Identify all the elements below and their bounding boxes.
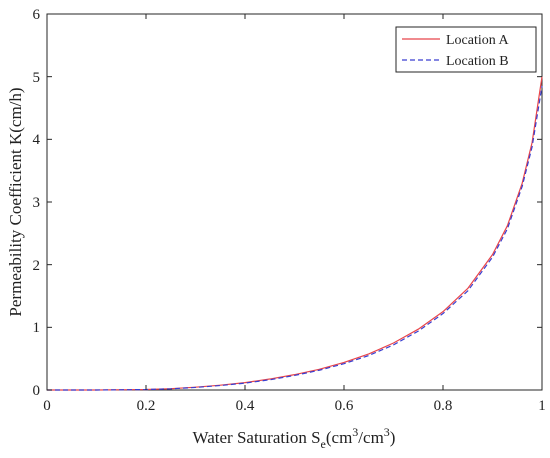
- series-layer: [46, 76, 543, 391]
- x-axis-label-unit-open: (cm: [326, 428, 352, 447]
- x-axis-label-unit-mid: /cm: [358, 428, 384, 447]
- x-tick-label: 0.2: [137, 398, 156, 414]
- plot-area: [46, 13, 543, 391]
- x-tick-label: 0.6: [335, 398, 354, 414]
- x-tick-label: 0.8: [434, 398, 453, 414]
- x-tick-label: 0.4: [236, 398, 255, 414]
- series-line-location-b: [46, 85, 543, 391]
- x-axis-label-unit-close: ): [390, 428, 396, 447]
- y-tick-label: 4: [33, 132, 41, 148]
- y-tick-label: 6: [33, 7, 41, 23]
- x-axis-label-superscript: 3: [352, 425, 358, 439]
- x-tick-label: 0: [43, 398, 51, 414]
- x-tick-label: 1: [538, 398, 546, 414]
- legend-label-location-b: Location B: [446, 54, 509, 69]
- x-axis-label-subscript: e: [321, 437, 326, 451]
- tick-marks: [46, 13, 543, 391]
- x-axis-label-main: Water Saturation S: [193, 428, 321, 447]
- y-tick-label: 0: [33, 383, 41, 399]
- y-axis-label: Permeability Coefficient K(cm/h): [6, 87, 25, 316]
- x-axis-label-superscript: 3: [384, 425, 390, 439]
- legend-box: [395, 26, 537, 73]
- legend: Location A Location B: [395, 26, 537, 73]
- y-tick-label: 2: [33, 258, 41, 274]
- y-tick-label: 5: [33, 70, 41, 86]
- y-tick-label: 3: [33, 195, 41, 211]
- legend-label-location-a: Location A: [446, 33, 509, 48]
- y-tick-label: 1: [33, 320, 41, 336]
- x-axis-label: Water Saturation Se(cm3/cm3): [193, 425, 396, 451]
